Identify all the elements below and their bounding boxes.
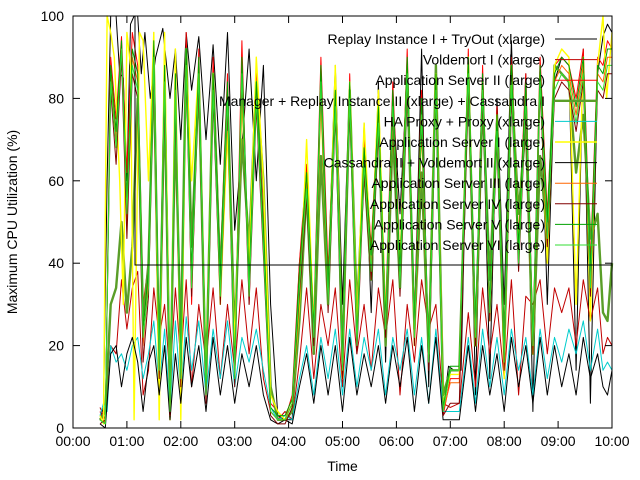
legend-label: Voldemort I (xlarge): [423, 52, 545, 68]
y-axis-title: Maximum CPU Utilization (%): [4, 130, 20, 314]
x-tick-label: 07:00: [433, 433, 468, 449]
x-tick-label: 06:00: [379, 433, 414, 449]
legend-label: Application Server III (large): [371, 175, 545, 191]
x-tick-label: 01:00: [109, 433, 144, 449]
legend: Replay Instance I + TryOut (xlarge) Volde…: [134, 15, 613, 266]
legend-label: Application Server IV (large): [370, 196, 545, 212]
y-tick-label: 20: [48, 338, 64, 354]
series-line-7: [99, 336, 613, 429]
legend-label: Application Server II (large): [375, 72, 545, 88]
legend-label: Application Server VI (large): [370, 237, 545, 253]
x-tick-label: 02:00: [163, 433, 198, 449]
legend-label: Manager + Replay Instance II (xlarge) + …: [219, 93, 545, 109]
x-tick-label: 09:00: [541, 433, 576, 449]
series-layer: [98, 15, 614, 429]
y-tick-label: 80: [48, 90, 64, 106]
x-tick-label: 08:00: [487, 433, 522, 449]
x-tick-label: 04:00: [271, 433, 306, 449]
legend-label: HA Proxy + Proxy (xlarge): [384, 113, 545, 129]
series-line-11: [99, 48, 612, 425]
legend-label: Application Server V (large): [374, 216, 545, 232]
legend-label: Cassandra II + Voldemort II (xlarge): [324, 155, 545, 171]
legend-label: Replay Instance I + TryOut (xlarge): [328, 31, 545, 47]
y-tick-label: 100: [41, 8, 65, 24]
series-line-5: [99, 316, 613, 421]
y-tick-label: 0: [56, 420, 64, 436]
x-tick-label: 05:00: [325, 433, 360, 449]
x-tick-label: 03:00: [217, 433, 252, 449]
x-tick-label: 00:00: [55, 433, 90, 449]
y-tick-label: 40: [48, 255, 64, 271]
legend-label: Application Server I (large): [379, 134, 545, 150]
axis-ticks: 0 20 40 60 80 100 00:00 01:00 02:00 03:00 04:00 05:…: [41, 8, 630, 449]
x-tick-label: 10:00: [594, 433, 629, 449]
x-axis-title: Time: [327, 458, 358, 474]
y-tick-label: 60: [48, 173, 64, 189]
